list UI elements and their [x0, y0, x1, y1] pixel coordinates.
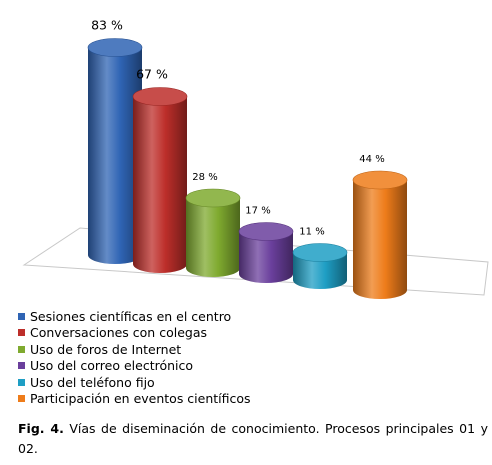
legend-item: Conversaciones con colegas	[18, 325, 251, 342]
legend-item: Uso del correo electrónico	[18, 358, 251, 375]
bar-events: 44 %	[352, 154, 408, 299]
legend-label: Sesiones científicas en el centro	[30, 308, 232, 324]
legend-item: Uso de foros de Internet	[18, 341, 251, 358]
legend-item: Sesiones científicas en el centro	[18, 308, 251, 325]
bar-top	[238, 222, 294, 241]
legend-label: Uso de foros de Internet	[30, 341, 182, 357]
chart-legend: Sesiones científicas en el centro Conver…	[18, 308, 251, 407]
legend-label: Conversaciones con colegas	[30, 325, 207, 341]
data-label: 83 %	[91, 18, 123, 33]
bar-body	[353, 180, 407, 299]
bar-top	[185, 188, 241, 208]
legend-label: Uso del teléfono fijo	[30, 374, 155, 390]
data-label: 11 %	[299, 227, 324, 238]
legend-swatch	[18, 395, 25, 403]
legend-item: Uso del teléfono fijo	[18, 374, 251, 391]
bar-chart: 83 % 67 % 28 % 17 % 11 % 44 %	[22, 18, 489, 299]
bar-top	[352, 170, 408, 190]
bar-body	[133, 96, 187, 273]
legend-swatch	[18, 345, 25, 353]
legend-swatch	[18, 312, 25, 320]
data-label: 44 %	[359, 154, 384, 165]
data-label: 17 %	[245, 206, 270, 217]
bar-body	[293, 252, 347, 289]
bar-body	[88, 47, 142, 264]
legend-label: Participación en eventos científicos	[30, 391, 251, 407]
data-label: 28 %	[192, 172, 217, 183]
bar-email: 17 %	[238, 206, 294, 283]
data-label: 67 %	[136, 67, 168, 82]
legend-swatch	[18, 362, 25, 370]
legend-item: Participación en eventos científicos	[18, 391, 251, 408]
figure-label: Fig. 4.	[18, 421, 64, 436]
bar-top	[292, 243, 348, 262]
bar-top	[87, 38, 143, 57]
bar-phone: 11 %	[292, 227, 348, 289]
figure-caption-text: Vías de diseminación de conocimiento. Pr…	[18, 421, 488, 456]
bar-top	[132, 87, 188, 106]
bar-sessions: 83 %	[87, 18, 143, 264]
legend-swatch	[18, 378, 25, 386]
bar-forums: 28 %	[185, 172, 241, 277]
bar-body	[186, 198, 240, 277]
bar-conversations: 67 %	[132, 67, 188, 273]
bar-body	[239, 231, 293, 283]
figure-caption: Fig. 4. Vías de diseminación de conocimi…	[18, 419, 488, 459]
legend-swatch	[18, 329, 25, 337]
legend-label: Uso del correo electrónico	[30, 358, 194, 374]
